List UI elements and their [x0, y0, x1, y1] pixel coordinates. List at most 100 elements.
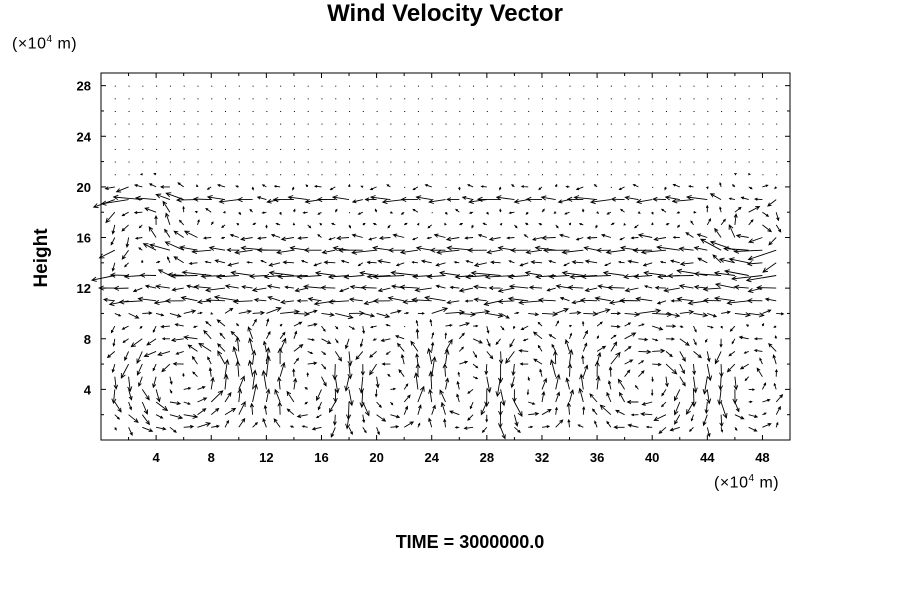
wind-vector	[183, 98, 185, 100]
wind-vector	[249, 208, 253, 213]
wind-vector	[238, 309, 253, 315]
wind-vector	[279, 331, 286, 340]
wind-vector	[262, 417, 267, 428]
wind-vector	[486, 98, 488, 100]
wind-vector	[510, 247, 529, 253]
wind-vector	[191, 355, 198, 365]
x-tick-label: 16	[314, 450, 328, 465]
wind-vector	[665, 123, 667, 125]
wind-vector	[362, 85, 364, 87]
wind-vector	[589, 199, 611, 205]
wind-vector	[610, 196, 625, 202]
wind-vector	[664, 186, 667, 191]
wind-vector	[693, 338, 697, 346]
wind-vector	[473, 309, 491, 315]
wind-vector	[468, 211, 474, 214]
wind-vector	[762, 412, 767, 416]
wind-vector	[623, 222, 626, 226]
wind-vector	[252, 318, 257, 327]
wind-vector	[514, 136, 516, 138]
wind-vector	[445, 110, 447, 112]
wind-vector	[374, 208, 378, 213]
wind-vector	[114, 98, 116, 100]
wind-vector	[458, 186, 461, 191]
wind-vector	[638, 308, 662, 314]
wind-vector	[273, 185, 281, 188]
wind-vector	[444, 348, 450, 365]
wind-vector	[465, 259, 474, 264]
wind-vector	[775, 212, 780, 222]
y-tick-label: 24	[77, 129, 92, 144]
wind-vector	[197, 110, 199, 112]
wind-vector	[277, 274, 308, 280]
wind-vector	[579, 297, 598, 303]
wind-vector	[293, 208, 296, 213]
wind-vector	[473, 297, 487, 302]
wind-vector	[500, 123, 502, 125]
wind-vector	[208, 245, 226, 251]
wind-vector	[583, 148, 585, 150]
wind-vector	[534, 245, 556, 251]
wind-vector	[200, 273, 226, 279]
wind-vector	[148, 243, 171, 251]
wind-vector	[251, 349, 257, 365]
wind-vector	[702, 414, 708, 427]
wind-vector	[748, 148, 750, 150]
wind-vector	[249, 402, 254, 415]
wind-vector	[726, 300, 749, 306]
wind-vector	[224, 307, 234, 314]
wind-vector	[679, 110, 681, 112]
wind-vector	[561, 249, 584, 255]
wind-vector	[705, 338, 708, 343]
wind-vector	[275, 222, 281, 226]
wind-vector	[445, 211, 448, 215]
wind-vector	[728, 224, 736, 238]
wind-vector	[307, 338, 316, 342]
wind-vector	[719, 206, 722, 213]
wind-vector	[734, 414, 745, 420]
wind-vector	[528, 425, 534, 429]
wind-vector	[638, 161, 640, 163]
wind-vector	[488, 236, 501, 242]
wind-vector	[693, 245, 708, 251]
wind-vector	[237, 387, 243, 403]
wind-vector	[139, 325, 143, 329]
wind-vector	[162, 200, 171, 213]
wind-vector	[139, 172, 143, 176]
wind-vector	[651, 211, 654, 215]
wind-vector	[775, 421, 779, 428]
wind-vector	[156, 110, 158, 112]
wind-vector	[748, 414, 759, 418]
wind-vector	[762, 184, 769, 188]
wind-vector	[169, 110, 171, 112]
wind-vector	[144, 284, 157, 289]
x-tick-label: 48	[755, 450, 769, 465]
wind-vector	[720, 427, 724, 433]
wind-vector	[208, 367, 213, 377]
wind-vector	[541, 409, 552, 416]
wind-vector	[336, 235, 350, 241]
wind-vector	[445, 377, 450, 390]
wind-vector	[182, 372, 185, 377]
wind-vector	[403, 383, 409, 390]
wind-vector	[674, 414, 681, 425]
wind-vector	[169, 401, 182, 406]
wind-vector	[584, 259, 598, 264]
wind-vector	[387, 224, 391, 229]
wind-vector	[304, 386, 308, 390]
wind-vector	[652, 85, 654, 87]
wind-vector	[471, 224, 474, 229]
wind-vector	[573, 195, 598, 201]
wind-vector	[445, 98, 447, 100]
wind-vector	[211, 123, 213, 125]
wind-vector	[706, 351, 711, 363]
wind-vector	[445, 338, 453, 352]
wind-vector	[624, 174, 626, 176]
wind-vector	[519, 362, 529, 366]
wind-vector	[431, 136, 433, 138]
wind-vector	[128, 98, 130, 100]
wind-vector	[473, 284, 487, 290]
wind-vector	[723, 246, 749, 252]
wind-vector	[225, 123, 227, 125]
wind-vector	[734, 427, 738, 431]
